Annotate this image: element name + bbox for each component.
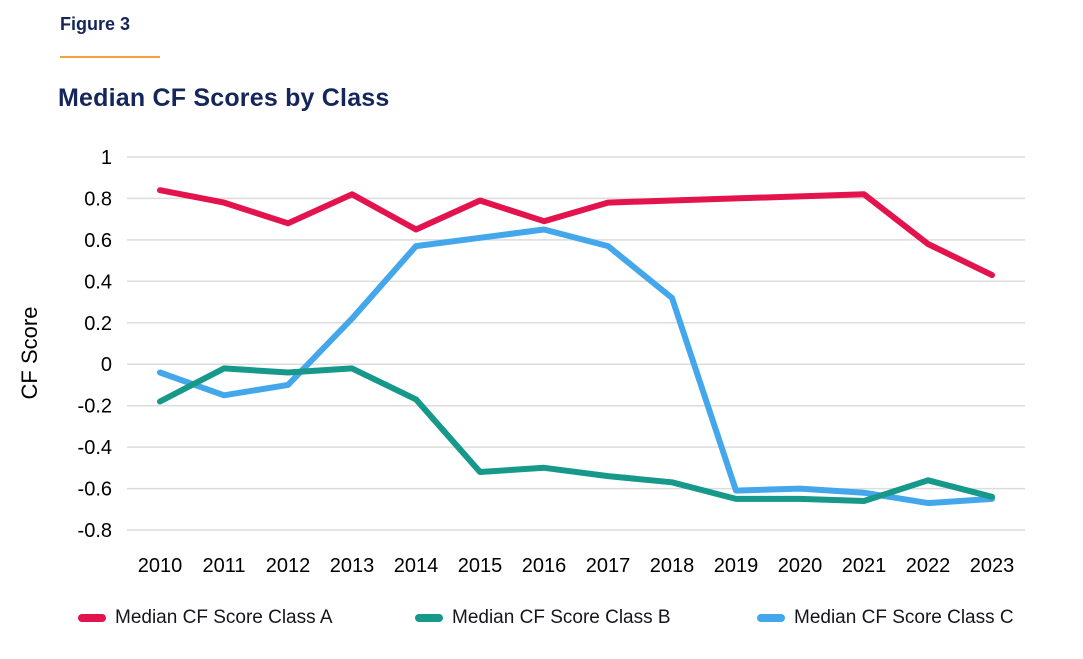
x-tick-label: 2023	[970, 555, 1015, 577]
y-tick-label: 0.4	[84, 271, 112, 293]
x-tick-label: 2010	[138, 555, 183, 577]
x-tick-label: 2018	[650, 555, 695, 577]
y-tick-label: -0.6	[78, 479, 112, 501]
x-tick-label: 2011	[202, 555, 245, 577]
y-tick-label: 0	[101, 354, 112, 376]
y-tick-label: 0.2	[84, 313, 112, 335]
x-tick-label: 2021	[842, 555, 887, 577]
series-line-class-b	[157, 365, 995, 504]
y-tick-label: 0.6	[84, 230, 112, 252]
figure-label: Figure 3	[60, 14, 131, 34]
x-tick-label: 2013	[330, 555, 375, 577]
x-tick-label: 2017	[586, 555, 631, 577]
x-tick-label: 2019	[714, 555, 759, 577]
x-tick-label: 2015	[458, 555, 503, 577]
y-tick-label: 1	[101, 147, 112, 169]
x-tick-label: 2016	[522, 555, 567, 577]
figure-label-underline	[60, 56, 160, 58]
y-tick-label: -0.4	[78, 437, 112, 459]
page-title: Median CF Scores by Class	[58, 84, 390, 112]
y-tick-label: 0.8	[84, 188, 112, 210]
x-tick-label: 2012	[266, 555, 311, 577]
x-tick-label: 2022	[906, 555, 951, 577]
series-line-class-a	[157, 187, 995, 279]
x-tick-label: 2020	[778, 555, 823, 577]
y-tick-label: -0.2	[78, 396, 112, 418]
y-axis-label: CF Score	[17, 306, 42, 400]
y-tick-label: -0.8	[78, 520, 112, 542]
x-tick-label: 2014	[394, 555, 439, 577]
series-line-class-c	[157, 226, 995, 507]
